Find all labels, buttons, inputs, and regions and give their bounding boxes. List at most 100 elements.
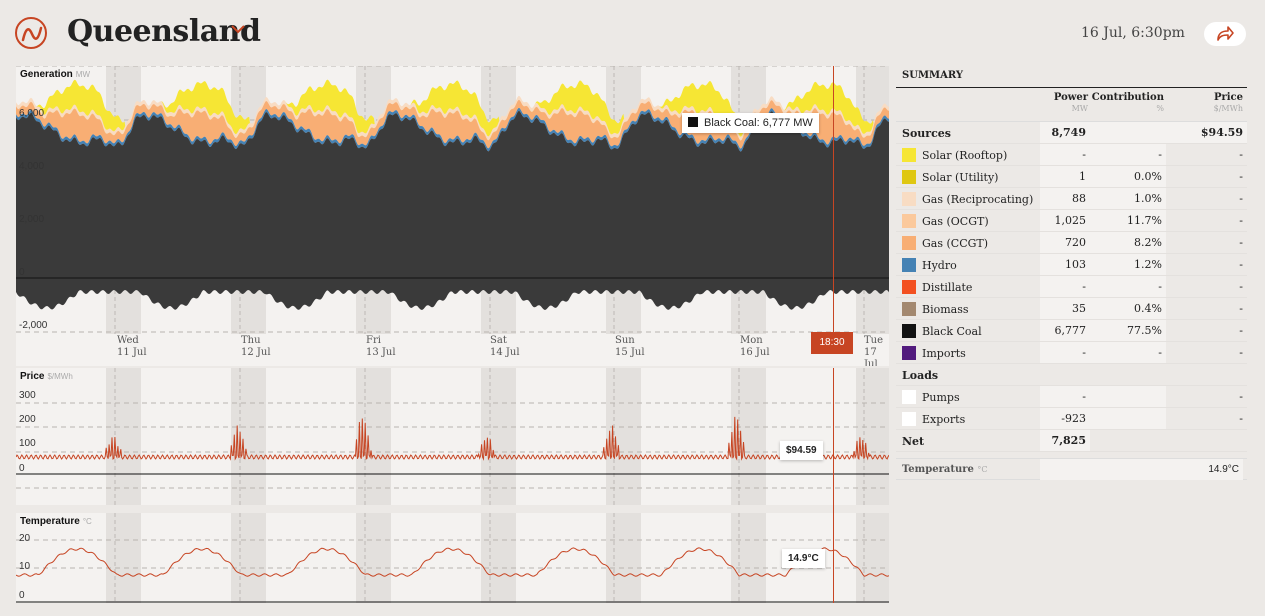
gen-ytick: 4,000 [19,161,45,172]
fuel-name: Biomass [922,303,969,316]
price-ytick: 100 [19,438,36,449]
fuel-color-swatch [902,280,916,294]
summary-title: SUMMARY [896,66,1247,88]
loads-label: Loads [902,369,939,382]
fuel-row[interactable]: Solar (Utility) 1 0.0% - [896,166,1247,188]
fuel-color-swatch [902,214,916,228]
night-band [481,513,516,603]
fuel-power: 720 [1040,232,1090,253]
day-tick-fri: Fri 13 Jul [366,335,396,358]
temperature-chart[interactable]: Temperature °C 20 10 0 14.9°C [16,513,889,603]
fuel-row[interactable]: Biomass 35 0.4% - [896,298,1247,320]
share-icon [1217,26,1234,41]
fuel-color-swatch [902,346,916,360]
night-band [231,513,266,603]
fuel-price: - [1239,236,1243,249]
night-band [106,513,141,603]
price-plot [16,368,889,505]
temperature-line [16,547,889,577]
night-band [606,368,641,505]
exports-area [16,278,889,310]
load-power: - [1040,386,1090,407]
load-row[interactable]: Exports -923 - [896,408,1247,430]
temperature-value: 14.9°C [1040,459,1243,480]
price-chart[interactable]: Price $/MWh 300 200 100 0 $94.59 [16,368,889,505]
day-tick-sun: Sun 15 Jul [615,335,645,358]
temperature-label: Temperature °C [902,464,988,475]
net-label: Net [902,435,925,448]
generation-plot [16,66,889,334]
load-color-swatch [902,390,916,404]
time-marker[interactable]: 18:30 [811,332,853,354]
temp-ytick: 20 [19,533,31,544]
fuel-power: - [1040,342,1090,363]
fuel-price: - [1239,280,1243,293]
fuel-contribution: 0.4% [1090,298,1166,319]
night-band [606,513,641,603]
current-datetime: 16 Jul, 6:30pm [1081,25,1185,41]
price-ytick: 300 [19,390,36,401]
fuel-price: - [1239,346,1243,359]
load-contribution [1090,386,1166,407]
chevron-down-icon[interactable] [231,25,245,34]
load-price: - [1239,412,1243,425]
fuel-price: - [1239,214,1243,227]
fuel-color-swatch [902,192,916,206]
fuel-contribution: 1.2% [1090,254,1166,275]
load-color-swatch [902,412,916,426]
time-cursor-line [833,66,834,332]
logo-wave-icon [21,26,43,42]
temperature-plot [16,513,889,603]
fuel-row[interactable]: Gas (OCGT) 1,025 11.7% - [896,210,1247,232]
load-name: Exports [922,413,966,426]
fuel-contribution: 11.7% [1090,210,1166,231]
fuel-power: - [1040,276,1090,297]
sources-contribution [1090,122,1166,143]
temperature-tooltip: 14.9°C [782,549,825,568]
generation-chart[interactable]: Generation MW 6,000 4,000 2,000 0 -2,000 … [16,66,889,366]
net-row: Net 7,825 [896,430,1247,452]
app-logo[interactable] [15,17,47,49]
fuel-contribution: - [1090,342,1166,363]
load-name: Pumps [922,391,960,404]
price-ytick: 0 [19,463,25,474]
share-button[interactable] [1204,22,1246,46]
temp-ytick: 0 [19,590,25,601]
fuel-contribution: - [1090,276,1166,297]
fuel-name: Solar (Utility) [922,171,999,184]
load-price: - [1239,390,1243,403]
fuel-row[interactable]: Black Coal 6,777 77.5% - [896,320,1247,342]
fuel-name: Imports [922,347,966,360]
night-band [731,513,766,603]
fuel-row[interactable]: Gas (CCGT) 720 8.2% - [896,232,1247,254]
fuel-name: Gas (OCGT) [922,215,989,228]
contribution-header: Contribution% [1091,92,1164,113]
price-tooltip: $94.59 [780,441,823,460]
fuel-row[interactable]: Hydro 103 1.2% - [896,254,1247,276]
night-band [106,368,141,505]
price-chart-label: Price $/MWh [20,371,73,382]
fuel-price: - [1239,170,1243,183]
fuel-row[interactable]: Solar (Rooftop) - - - [896,144,1247,166]
power-header: Power MW [1053,92,1088,113]
fuel-row[interactable]: Gas (Reciprocating) 88 1.0% - [896,188,1247,210]
price-ytick: 200 [19,414,36,425]
fuel-row[interactable]: Imports - - - [896,342,1247,364]
night-band [231,368,266,505]
fuel-contribution: 0.0% [1090,166,1166,187]
fuel-row[interactable]: Distillate - - - [896,276,1247,298]
load-row[interactable]: Pumps - - [896,386,1247,408]
gen-ytick: 0 [19,267,25,278]
fuel-color-swatch [902,236,916,250]
temperature-chart-label: Temperature °C [20,516,92,527]
fuel-contribution: - [1090,144,1166,165]
fuel-power: - [1040,144,1090,165]
fuel-name: Solar (Rooftop) [922,149,1008,162]
loads-row: Loads [896,364,1247,386]
fuel-price: - [1239,324,1243,337]
fuel-color-swatch [902,148,916,162]
fuel-price: - [1239,258,1243,271]
fuel-contribution: 1.0% [1090,188,1166,209]
region-title[interactable]: Queensland [67,14,261,49]
day-tick-thu: Thu 12 Jul [241,335,271,358]
